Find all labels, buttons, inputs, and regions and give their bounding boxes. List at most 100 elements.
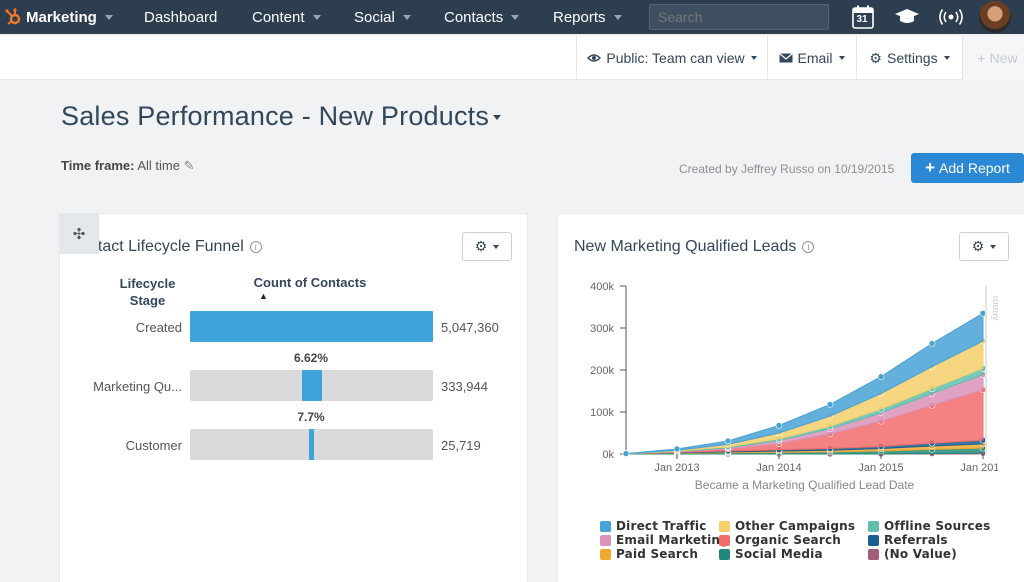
- info-icon[interactable]: i: [249, 240, 262, 253]
- column-header-count: Count of Contacts: [253, 275, 367, 290]
- funnel-value: 333,944: [441, 379, 488, 394]
- funnel-stage-label: Marketing Qu...: [93, 379, 182, 394]
- x-tick-label: Jan 2013: [654, 462, 699, 474]
- legend-label: Email Marketing: [616, 533, 729, 547]
- legend-item-social-media[interactable]: Social Media: [719, 547, 823, 561]
- time-frame-label: Time frame:: [61, 158, 135, 173]
- card-title: ntact Lifecycle Funnel i: [89, 238, 262, 256]
- nav-item-label: Reports: [553, 8, 606, 26]
- nav-item-reports[interactable]: Reports: [553, 0, 622, 34]
- y-tick-label: 200k: [590, 365, 614, 377]
- chevron-down-icon: [943, 56, 950, 60]
- card-title-text: New Marketing Qualified Leads: [574, 238, 797, 255]
- legend-swatch: [719, 548, 730, 560]
- x-tick-label: Jan 2015: [858, 462, 903, 474]
- data-point[interactable]: [877, 373, 885, 381]
- legend-item-paid-search[interactable]: Paid Search: [600, 547, 698, 561]
- chevron-down-icon: [402, 14, 411, 20]
- legend-swatch: [868, 548, 879, 560]
- legend-item-referrals[interactable]: Referrals: [868, 533, 948, 547]
- nav-item-social[interactable]: Social: [354, 0, 411, 34]
- legend-item-no-value[interactable]: (No Value): [868, 547, 957, 561]
- calendar-icon[interactable]: 31: [851, 5, 875, 29]
- x-tick-label: Jan 2016: [960, 462, 998, 474]
- y-tick-label: 0k: [602, 449, 614, 461]
- data-point[interactable]: [724, 437, 732, 445]
- legend-label: Other Campaigns: [735, 519, 856, 533]
- gear-icon: ⚙: [869, 49, 882, 66]
- top-navigation: Marketing Dashboard Content Social Conta…: [0, 0, 1024, 34]
- nav-item-label: Dashboard: [144, 8, 218, 26]
- avatar[interactable]: [979, 1, 1011, 33]
- gear-icon: ⚙: [474, 238, 488, 254]
- funnel-bar[interactable]: [301, 370, 322, 401]
- nav-item-dashboard[interactable]: Dashboard: [144, 0, 217, 34]
- x-tick-label: Jan 2014: [756, 462, 801, 474]
- add-report-button[interactable]: + Add Report: [911, 153, 1024, 183]
- nav-item-content[interactable]: Content: [252, 0, 321, 34]
- legend-label: Offline Sources: [884, 519, 991, 533]
- legend-label: (No Value): [884, 547, 957, 561]
- settings-label: Settings: [886, 50, 938, 66]
- info-icon[interactable]: i: [802, 240, 815, 253]
- data-point[interactable]: [673, 445, 681, 453]
- visibility-dropdown[interactable]: Public: Team can view: [576, 36, 767, 80]
- legend-item-direct-traffic[interactable]: Direct Traffic: [600, 519, 707, 533]
- card-settings-button[interactable]: ⚙: [959, 232, 1009, 261]
- add-report-label: Add Report: [939, 160, 1010, 176]
- legend-swatch: [719, 534, 730, 546]
- x-axis-title: Became a Marketing Qualified Lead Date: [695, 478, 915, 492]
- legend-swatch: [868, 534, 879, 546]
- settings-dropdown[interactable]: ⚙ Settings: [856, 36, 962, 80]
- nav-item-label: Content: [252, 8, 305, 26]
- series-area-direct-traffic[interactable]: [625, 312, 984, 455]
- graduation-cap-icon[interactable]: [893, 5, 921, 29]
- page-title[interactable]: Sales Performance - New Products: [61, 101, 502, 132]
- funnel-bar[interactable]: [190, 311, 433, 342]
- funnel-value: 25,719: [441, 438, 481, 453]
- data-point[interactable]: [928, 340, 936, 347]
- move-icon[interactable]: ✣: [59, 213, 99, 254]
- email-dropdown[interactable]: Email: [767, 36, 856, 80]
- data-point[interactable]: [775, 422, 783, 429]
- chevron-down-icon: [613, 14, 622, 20]
- mouse-cursor: ▲: [259, 291, 268, 301]
- new-label: New: [989, 50, 1018, 66]
- chevron-down-icon: [750, 56, 757, 60]
- envelope-icon: [779, 53, 794, 63]
- chevron-down-icon: [493, 115, 502, 121]
- funnel-bar-track: [190, 429, 433, 460]
- legend-item-organic-search[interactable]: Organic Search: [719, 533, 841, 547]
- legend-label: Referrals: [884, 533, 948, 547]
- legend-swatch: [600, 548, 611, 560]
- card-settings-button[interactable]: ⚙: [462, 232, 512, 261]
- data-point[interactable]: [826, 401, 834, 408]
- funnel-bar-track: [190, 311, 433, 342]
- search-input[interactable]: [649, 4, 829, 30]
- funnel-report-card: ntact Lifecycle Funnel i ⚙ Lifecycle Stag…: [59, 213, 528, 582]
- funnel-bar[interactable]: [309, 429, 314, 460]
- legend-label: Organic Search: [735, 533, 842, 547]
- plus-icon: +: [977, 50, 986, 66]
- legend-label: Social Media: [735, 547, 823, 561]
- conversion-rate: 7.7%: [297, 410, 325, 424]
- leads-report-card: New Marketing Qualified Leads i ⚙ 0k 100k 2…: [557, 213, 1024, 582]
- chevron-down-icon: [838, 56, 845, 60]
- brand-menu[interactable]: Marketing: [4, 0, 113, 34]
- legend-item-email-marketing[interactable]: Email Marketing: [600, 533, 729, 547]
- legend-swatch: [868, 520, 879, 532]
- funnel-bar-track: [190, 370, 433, 401]
- new-button[interactable]: + New: [962, 36, 1024, 80]
- data-point[interactable]: [622, 450, 630, 457]
- time-frame: Time frame: All time ✎: [61, 158, 195, 174]
- email-label: Email: [797, 50, 833, 66]
- calendar-day: 31: [856, 14, 868, 25]
- nav-item-contacts[interactable]: Contacts: [444, 0, 520, 34]
- pencil-icon[interactable]: ✎: [183, 158, 195, 173]
- broadcast-icon[interactable]: [938, 5, 964, 29]
- page-title-text: Sales Performance - New Products: [61, 101, 490, 131]
- legend-item-other-campaigns[interactable]: Other Campaigns: [719, 519, 855, 533]
- created-by: Created by Jeffrey Russo on 10/19/2015: [679, 162, 895, 176]
- dashboard-toolbar: Public: Team can view Email ⚙ Settings +…: [0, 36, 1024, 80]
- legend-item-offline-sources[interactable]: Offline Sources: [868, 519, 990, 533]
